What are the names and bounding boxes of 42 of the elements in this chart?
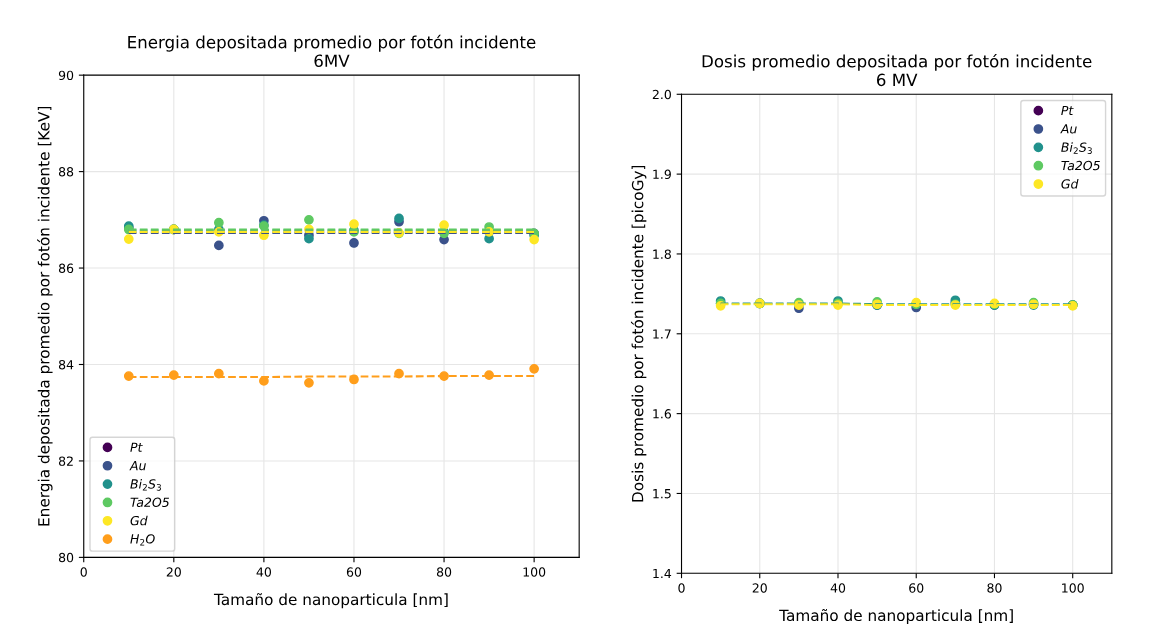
legend-label: Bi$_{2}$S$_{3}$	[1061, 142, 1092, 154]
legend-label: Pt	[1061, 105, 1074, 116]
x-tick-label: 20	[166, 567, 181, 577]
y-tick-label: 1.9	[653, 169, 671, 180]
y-tick-label: 88	[58, 167, 74, 177]
x-axis-title: Tamaño de nanoparticula [nm]	[213, 593, 448, 609]
y-axis-title: Dosis promedio por fotón incidente [picoGy]	[630, 165, 647, 502]
x-tick-label: 80	[436, 567, 452, 577]
x-tick-label: 100	[1062, 583, 1084, 593]
legend-label: Au	[129, 461, 146, 471]
y-tick-label: 90	[58, 70, 74, 81]
y-tick-label: 1.5	[653, 489, 671, 499]
chart-title: Energia depositada promedio por fotón incidente 6MV	[128, 34, 536, 68]
legend-label: Gd	[1061, 178, 1079, 189]
legend-label: Bi$_{2}$S$_{3}$	[130, 478, 161, 491]
y-tick-label: 1.7	[653, 329, 671, 339]
x-tick-label: 0	[678, 583, 685, 593]
y-tick-label: 1.4	[653, 568, 672, 579]
x-tick-label: 60	[346, 567, 362, 577]
chart-title: Dosis promedio depositada por fotón incidente 6 MV	[702, 53, 1092, 87]
y-tick-label: 1.6	[653, 409, 672, 419]
legend-label: Gd	[130, 515, 148, 526]
y-tick-label: 80	[58, 552, 74, 563]
y-tick-label: 2.0	[652, 89, 671, 100]
y-tick-label: 1.8	[653, 249, 671, 259]
x-tick-label: 60	[909, 583, 924, 593]
y-axis-title: Energia depositada promedio por fotón incidente [KeV]	[37, 106, 53, 526]
legend-label: Ta2O5	[1061, 160, 1100, 171]
y-tick-label: 82	[58, 456, 73, 466]
x-tick-label: 100	[523, 567, 546, 577]
x-tick-label: 80	[987, 583, 1002, 593]
x-tick-label: 40	[256, 567, 272, 577]
legend-label: Au	[1060, 124, 1077, 134]
legend-label: Ta2O5	[130, 497, 170, 508]
x-axis-title: Tamaño de nanoparticula [nm]	[779, 609, 1013, 625]
x-tick-label: 0	[80, 567, 87, 577]
y-tick-label: 86	[58, 263, 74, 273]
legend-label: H$_{2}$O	[130, 534, 155, 546]
legend-label: Pt	[130, 442, 143, 452]
y-tick-label: 84	[58, 359, 74, 370]
x-tick-label: 40	[830, 583, 846, 593]
x-tick-label: 20	[752, 583, 767, 593]
